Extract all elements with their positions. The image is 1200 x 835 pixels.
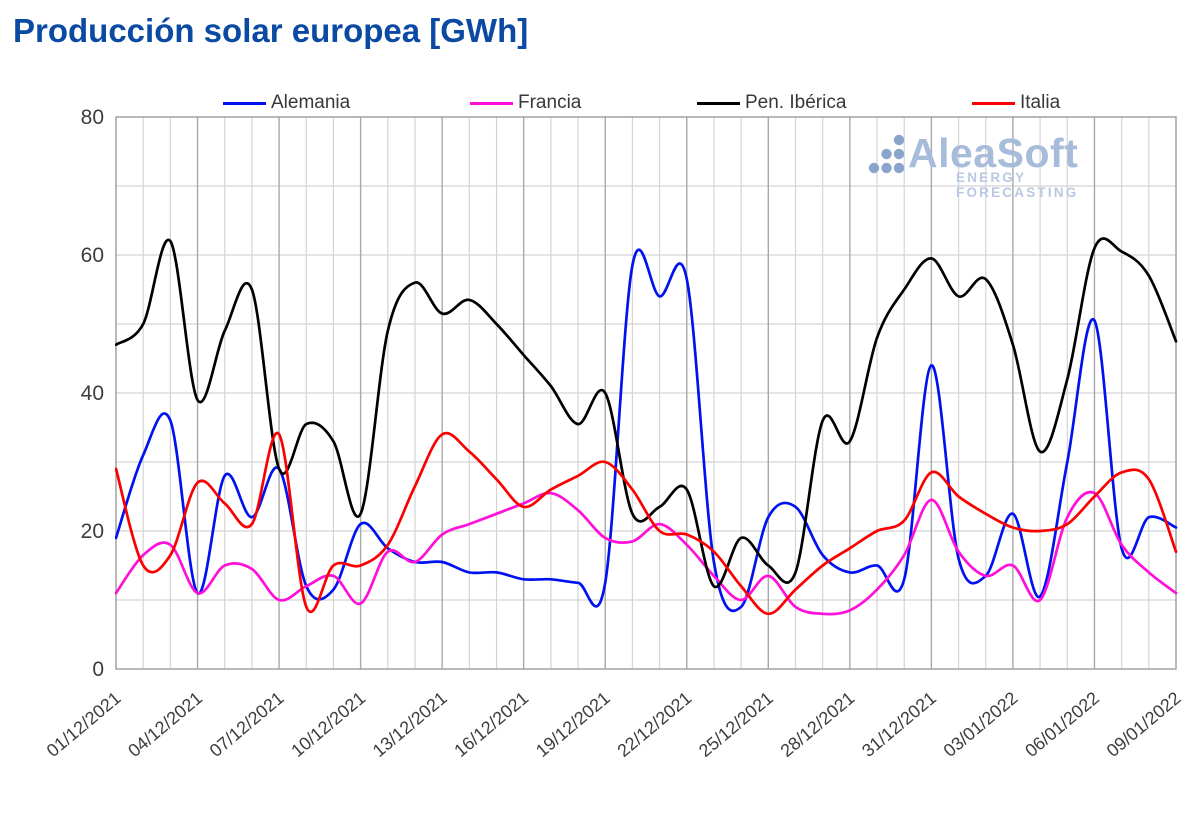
svg-text:06/01/2022: 06/01/2022	[1021, 688, 1103, 761]
svg-text:0: 0	[92, 658, 104, 681]
svg-text:25/12/2021: 25/12/2021	[695, 688, 777, 761]
legend-label: Pen. Ibérica	[745, 92, 847, 113]
series-line-alemania	[115, 248, 1178, 613]
svg-text:13/12/2021: 13/12/2021	[369, 688, 451, 761]
svg-text:04/12/2021: 04/12/2021	[124, 688, 206, 761]
legend-item-pen-ib-rica: Pen. Ibérica	[697, 92, 846, 114]
svg-text:10/12/2021: 10/12/2021	[287, 688, 369, 761]
svg-text:40: 40	[81, 382, 104, 405]
legend-line-swatch	[697, 101, 740, 105]
legend-line-swatch	[470, 101, 513, 105]
series-line-francia	[115, 490, 1178, 616]
svg-text:19/12/2021: 19/12/2021	[532, 688, 614, 761]
legend-line-swatch	[223, 101, 266, 105]
legend-item-francia: Francia	[470, 92, 581, 114]
series-line-italia	[115, 431, 1178, 616]
svg-text:80: 80	[81, 106, 104, 129]
svg-text:03/01/2022: 03/01/2022	[940, 688, 1022, 761]
svg-text:22/12/2021: 22/12/2021	[613, 688, 695, 761]
svg-text:01/12/2021: 01/12/2021	[43, 688, 125, 761]
svg-text:20: 20	[81, 520, 104, 543]
legend-label: Alemania	[271, 92, 351, 113]
legend-line-swatch	[972, 101, 1015, 105]
legend-item-italia: Italia	[972, 92, 1060, 114]
legend-item-alemania: Alemania	[223, 92, 350, 114]
svg-text:31/12/2021: 31/12/2021	[858, 688, 940, 761]
series-line-pen-ib-rica	[115, 237, 1178, 589]
legend-label: Francia	[518, 92, 582, 113]
svg-text:09/01/2022: 09/01/2022	[1103, 688, 1185, 761]
legend-label: Italia	[1020, 92, 1061, 113]
chart-title: Producción solar europea [GWh]	[13, 12, 529, 49]
svg-text:07/12/2021: 07/12/2021	[206, 688, 288, 761]
chart-legend: Alemania Francia Pen. Ibérica Italia	[0, 0, 1200, 113]
svg-text:28/12/2021: 28/12/2021	[777, 688, 859, 761]
svg-text:60: 60	[81, 244, 104, 267]
svg-text:16/12/2021: 16/12/2021	[450, 688, 532, 761]
